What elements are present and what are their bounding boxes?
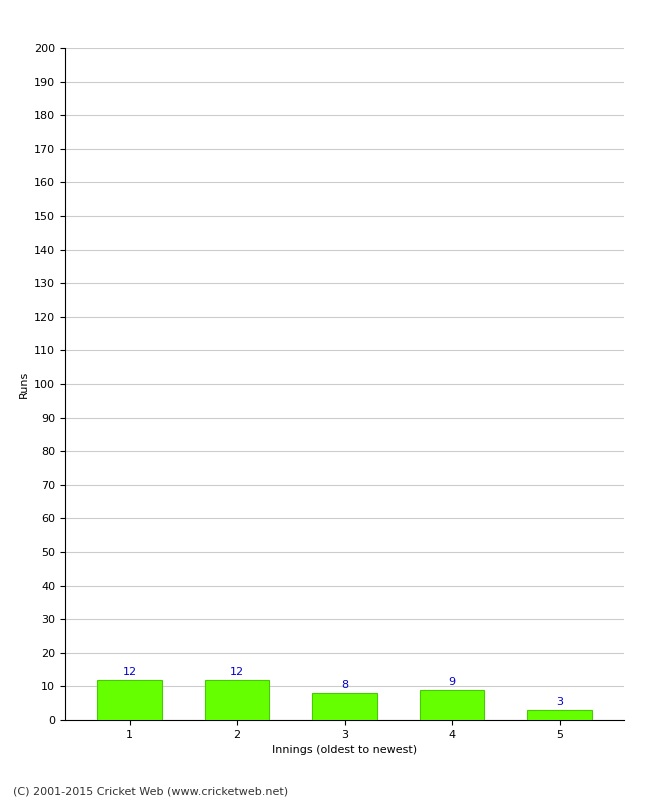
Text: 12: 12 xyxy=(122,667,136,677)
Text: 9: 9 xyxy=(448,677,456,687)
Text: 3: 3 xyxy=(556,698,563,707)
Y-axis label: Runs: Runs xyxy=(19,370,29,398)
Bar xyxy=(205,680,269,720)
Bar xyxy=(420,690,484,720)
Bar xyxy=(312,693,377,720)
Text: 12: 12 xyxy=(230,667,244,677)
X-axis label: Innings (oldest to newest): Innings (oldest to newest) xyxy=(272,746,417,755)
Text: (C) 2001-2015 Cricket Web (www.cricketweb.net): (C) 2001-2015 Cricket Web (www.cricketwe… xyxy=(13,786,288,796)
Bar xyxy=(527,710,592,720)
Bar xyxy=(98,680,162,720)
Text: 8: 8 xyxy=(341,681,348,690)
